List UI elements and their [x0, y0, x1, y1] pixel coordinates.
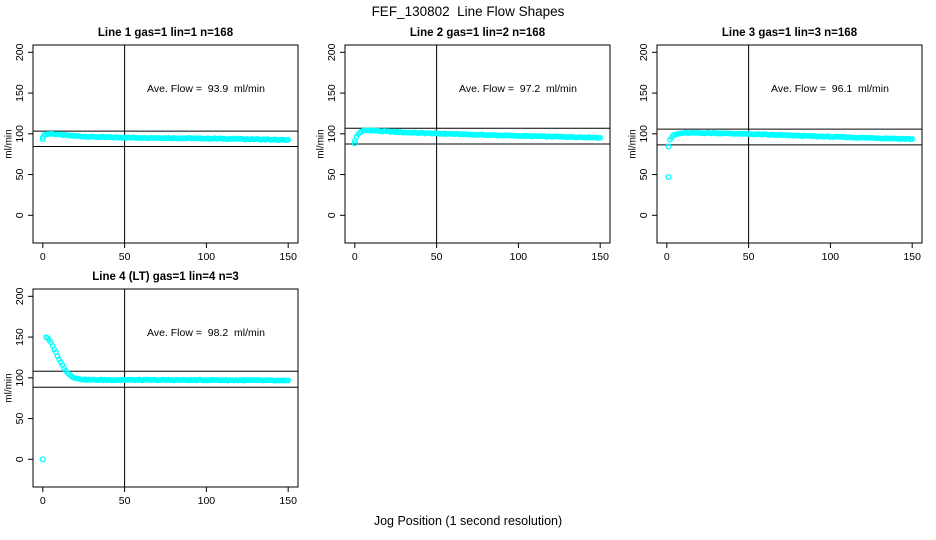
panel-title-line-4: Line 4 (LT) gas=1 lin=4 n=3	[92, 271, 239, 283]
outlier-point	[665, 143, 672, 150]
y-tick-label: 50	[638, 169, 650, 181]
x-tick-label: 50	[119, 495, 131, 507]
x-tick-label: 100	[198, 495, 216, 507]
outlier-point	[665, 173, 672, 181]
x-tick-label: 150	[903, 251, 921, 263]
x-tick-label: 0	[40, 251, 46, 263]
y-tick-label: 0	[638, 212, 650, 218]
y-tick-label: 100	[326, 125, 338, 143]
x-tick-label: 0	[352, 251, 358, 263]
x-axis-global-label: Jog Position (1 second resolution)	[373, 514, 563, 528]
plot-box	[32, 44, 299, 244]
panel-line-2: 0 50 100 150 0 50 100 150 200	[326, 43, 611, 263]
data-points	[39, 334, 292, 463]
y-tick-label: 150	[638, 84, 650, 102]
panel-line-3: 0 50 100 150 0 50 100 150 200	[638, 43, 923, 263]
y-tick-label: 200	[14, 43, 26, 61]
x-tick-label: 50	[119, 251, 131, 263]
outlier-point	[39, 456, 46, 463]
y-tick-label: 0	[326, 212, 338, 218]
x-tick-label: 50	[431, 251, 443, 263]
panel-line-1: 0 50 100 150 0 50 100 150 200	[14, 43, 299, 263]
ave-flow-annotation-4: Ave. Flow = 98.2 ml/min	[147, 327, 265, 339]
ave-flow-annotation-3: Ave. Flow = 96.1 ml/min	[771, 83, 889, 95]
y-tick-label: 200	[14, 287, 26, 305]
y-tick-label: 200	[638, 43, 650, 61]
plot-box	[656, 44, 923, 244]
ave-flow-annotation-2: Ave. Flow = 97.2 ml/min	[459, 83, 577, 95]
panel-title-line-3: Line 3 gas=1 lin=3 n=168	[721, 27, 858, 39]
x-tick-label: 0	[40, 495, 46, 507]
figure-title: FEF_130802 Line Flow Shapes	[371, 4, 565, 19]
y-tick-label: 50	[326, 169, 338, 181]
outlier-point	[39, 136, 46, 143]
data-points	[351, 127, 604, 147]
y-tick-label: 200	[326, 43, 338, 61]
y-tick-label: 100	[14, 369, 26, 387]
x-tick-label: 150	[591, 251, 609, 263]
x-tick-label: 100	[510, 251, 528, 263]
plot-box	[32, 288, 299, 488]
data-points	[665, 129, 916, 181]
panel-title-line-2: Line 2 gas=1 lin=2 n=168	[409, 27, 546, 39]
outlier-point	[351, 140, 358, 147]
panel-title-line-1: Line 1 gas=1 lin=1 n=168	[97, 27, 234, 39]
panel-line-4: 0 50 100 150 0 50 100 150 200	[14, 287, 299, 507]
x-tick-label: 150	[279, 251, 297, 263]
y-tick-label: 50	[14, 169, 26, 181]
y-tick-label: 150	[14, 328, 26, 346]
y-tick-label: 100	[638, 125, 650, 143]
y-tick-label: 0	[14, 212, 26, 218]
x-tick-label: 100	[198, 251, 216, 263]
x-tick-label: 150	[279, 495, 297, 507]
y-tick-label: 0	[14, 456, 26, 462]
x-tick-label: 100	[822, 251, 840, 263]
x-tick-label: 0	[664, 251, 670, 263]
y-tick-label: 150	[14, 84, 26, 102]
ave-flow-annotation-1: Ave. Flow = 93.9 ml/min	[147, 83, 265, 95]
y-tick-label: 50	[14, 413, 26, 425]
y-tick-label: 100	[14, 125, 26, 143]
y-tick-label: 150	[326, 84, 338, 102]
data-points	[39, 130, 292, 144]
x-tick-label: 50	[743, 251, 755, 263]
